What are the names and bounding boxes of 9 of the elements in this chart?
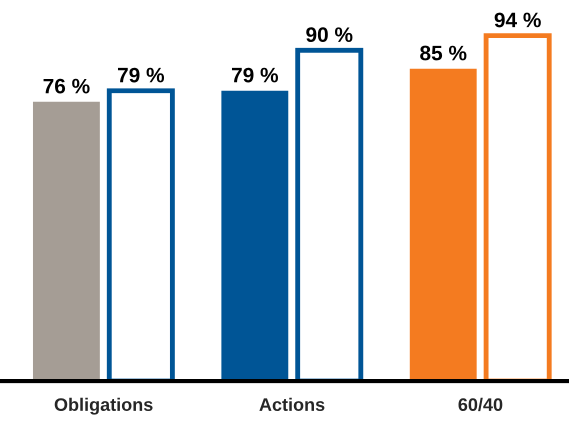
data-label: 79 % — [232, 68, 278, 82]
x-tick-label: Obligations — [54, 398, 153, 415]
data-label: 76 % — [44, 78, 90, 94]
data-label: 94 % — [494, 12, 541, 28]
x-tick-label: Actions — [259, 398, 324, 411]
data-label: 79 % — [118, 68, 164, 82]
data-label: 85 % — [420, 46, 466, 60]
x-tick-label: 60/40 — [458, 398, 502, 412]
data-label: 90 % — [306, 27, 352, 42]
